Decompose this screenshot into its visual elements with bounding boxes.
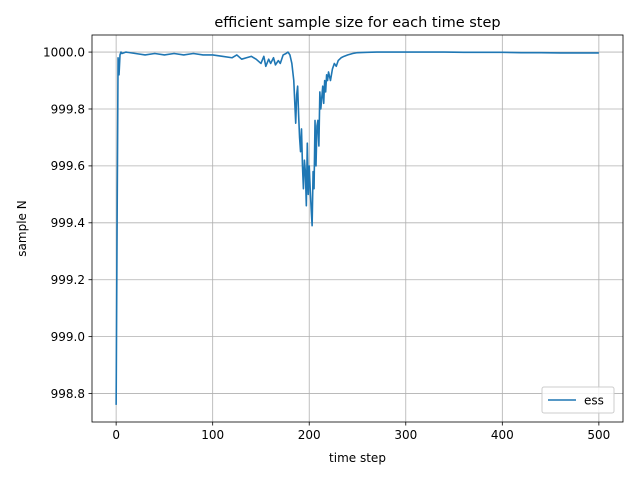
grid [92,35,623,422]
plot-frame [91,34,624,423]
legend: ess [541,386,615,414]
y-tick-label: 1000.0 [43,45,85,59]
x-tick-label: 400 [491,428,514,442]
x-tick-label: 200 [298,428,321,442]
y-tick-label: 999.8 [51,102,85,116]
x-tick-label: 0 [112,428,120,442]
x-tick-label: 500 [587,428,610,442]
legend-box [541,386,615,414]
x-tick-label: 300 [394,428,417,442]
y-tick-label: 999.6 [51,159,85,173]
ticks: 0 100 200 300 400 500 998.8 999.0 999.2 999.4 999.… [43,45,610,442]
series-line-ess [115,51,599,405]
y-axis-label: sample N [15,200,29,256]
y-tick-label: 999.4 [51,216,85,230]
series-layer [115,51,599,405]
x-axis-label: time step [329,451,386,465]
y-tick-label: 998.8 [51,387,85,401]
y-tick-label: 999.0 [51,330,85,344]
legend-label-ess: ess [584,393,604,407]
x-tick-label: 100 [201,428,224,442]
chart-title: efficient sample size for each time step [214,15,500,31]
y-tick-label: 999.2 [51,273,85,287]
